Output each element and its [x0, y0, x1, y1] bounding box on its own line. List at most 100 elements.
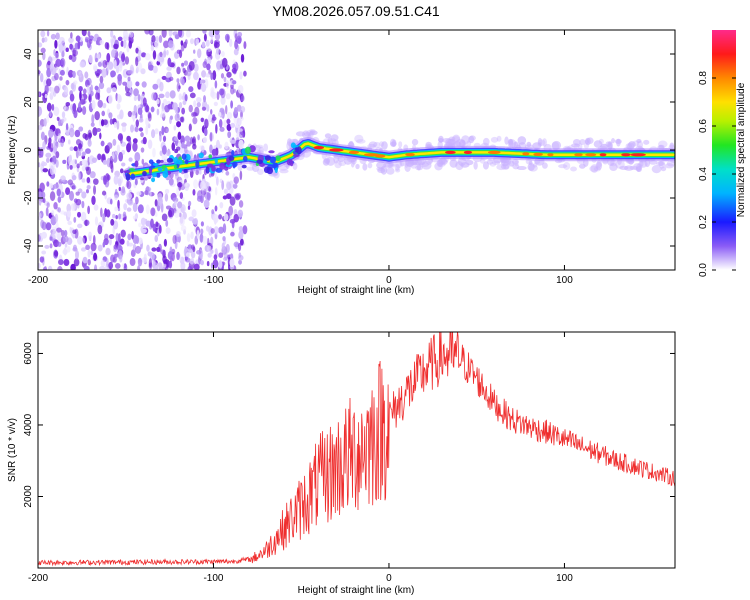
noise-blob	[188, 248, 193, 254]
noise-blob	[232, 63, 237, 70]
halo-blob	[309, 130, 318, 136]
halo-blob	[404, 162, 411, 172]
noise-blob	[42, 140, 46, 150]
noise-blob	[69, 164, 73, 170]
noise-blob	[78, 126, 84, 132]
snr-panel: -200 -100 0 100 2000 4000 6000 Height of stra…	[7, 331, 676, 596]
noise-blob	[72, 229, 77, 235]
noise-blob	[233, 241, 240, 248]
noise-blob	[63, 258, 70, 267]
noise-blob	[87, 258, 91, 266]
noise-blob	[214, 205, 218, 212]
noise-blob	[119, 168, 124, 174]
noise-blob	[132, 138, 138, 144]
halo-blob	[658, 140, 668, 148]
noise-blob	[161, 125, 165, 136]
noise-blob	[237, 209, 244, 218]
noise-blob	[102, 159, 108, 165]
noise-blob	[154, 128, 159, 135]
noise-blob	[137, 204, 144, 214]
noise-blob	[38, 59, 42, 67]
noise-blob	[183, 60, 189, 66]
noise-blob	[46, 202, 50, 208]
noise-blob	[238, 230, 244, 240]
noise-blob	[161, 152, 168, 162]
noise-blob	[140, 132, 144, 138]
noise-blob	[49, 243, 53, 249]
noise-blob	[222, 223, 227, 234]
signal-blob	[142, 171, 147, 177]
peak-blob	[630, 153, 646, 157]
noise-blob	[211, 209, 215, 215]
noise-blob	[106, 87, 112, 94]
noise-blob	[189, 92, 196, 99]
noise-blob	[117, 133, 123, 141]
noise-blob	[165, 91, 170, 99]
noise-blob	[92, 234, 96, 245]
noise-blob	[188, 104, 193, 113]
noise-blob	[52, 183, 59, 189]
noise-blob	[118, 62, 123, 72]
noise-blob	[221, 57, 228, 68]
noise-blob	[87, 129, 92, 140]
halo-blob	[425, 141, 432, 148]
spectrogram-y-ticks: -40 -20 0 20 40	[23, 48, 675, 253]
chart-title: YM08.2026.057.09.51.C41	[272, 3, 440, 19]
noise-blob	[95, 39, 99, 45]
noise-blob	[54, 72, 59, 81]
noise-blob	[156, 108, 160, 116]
signal-blob	[125, 172, 131, 181]
noise-blob	[168, 76, 174, 82]
noise-blob	[130, 124, 134, 133]
noise-blob	[158, 224, 162, 234]
noise-blob	[169, 115, 173, 120]
noise-blob	[190, 111, 197, 118]
noise-blob	[195, 97, 202, 103]
noise-blob	[74, 250, 79, 260]
noise-blob	[65, 47, 69, 53]
noise-blob	[210, 249, 214, 254]
noise-blob	[239, 131, 244, 139]
x-tick-label: -200	[28, 275, 48, 286]
noise-blob	[143, 253, 147, 262]
noise-blob	[90, 90, 94, 96]
peak-blob	[621, 153, 631, 157]
noise-blob	[141, 81, 147, 88]
signal-blob	[183, 169, 188, 173]
noise-blob	[168, 177, 174, 186]
noise-blob	[151, 92, 156, 101]
noise-blob	[67, 139, 71, 145]
noise-blob	[114, 194, 118, 200]
noise-blob	[75, 191, 80, 196]
noise-blob	[102, 241, 106, 248]
halo-blob	[387, 163, 396, 168]
signal-blob	[156, 173, 161, 178]
halo-blob	[334, 160, 342, 169]
noise-blob	[185, 252, 191, 258]
noise-blob	[237, 242, 242, 252]
noise-blob	[152, 262, 159, 270]
peak-blob	[374, 154, 386, 158]
noise-blob	[50, 61, 54, 69]
peak-blob	[547, 153, 554, 157]
signal-blob	[206, 163, 214, 168]
noise-blob	[152, 223, 157, 232]
noise-blob	[55, 32, 60, 40]
halo-blob	[486, 159, 494, 165]
halo-blob	[287, 138, 292, 146]
noise-blob	[117, 36, 123, 41]
noise-blob	[179, 192, 184, 199]
noise-blob	[176, 78, 180, 83]
halo-blob	[660, 166, 667, 172]
snr-y-ticks: 2000 4000 6000	[23, 342, 675, 508]
noise-blob	[178, 93, 182, 101]
noise-blob	[208, 186, 212, 192]
noise-blob	[193, 179, 199, 189]
noise-blob	[225, 193, 232, 200]
noise-blob	[140, 217, 146, 226]
noise-blob	[39, 256, 45, 263]
peak-blob	[599, 153, 607, 157]
noise-blob	[167, 251, 173, 260]
noise-blob	[149, 190, 152, 197]
